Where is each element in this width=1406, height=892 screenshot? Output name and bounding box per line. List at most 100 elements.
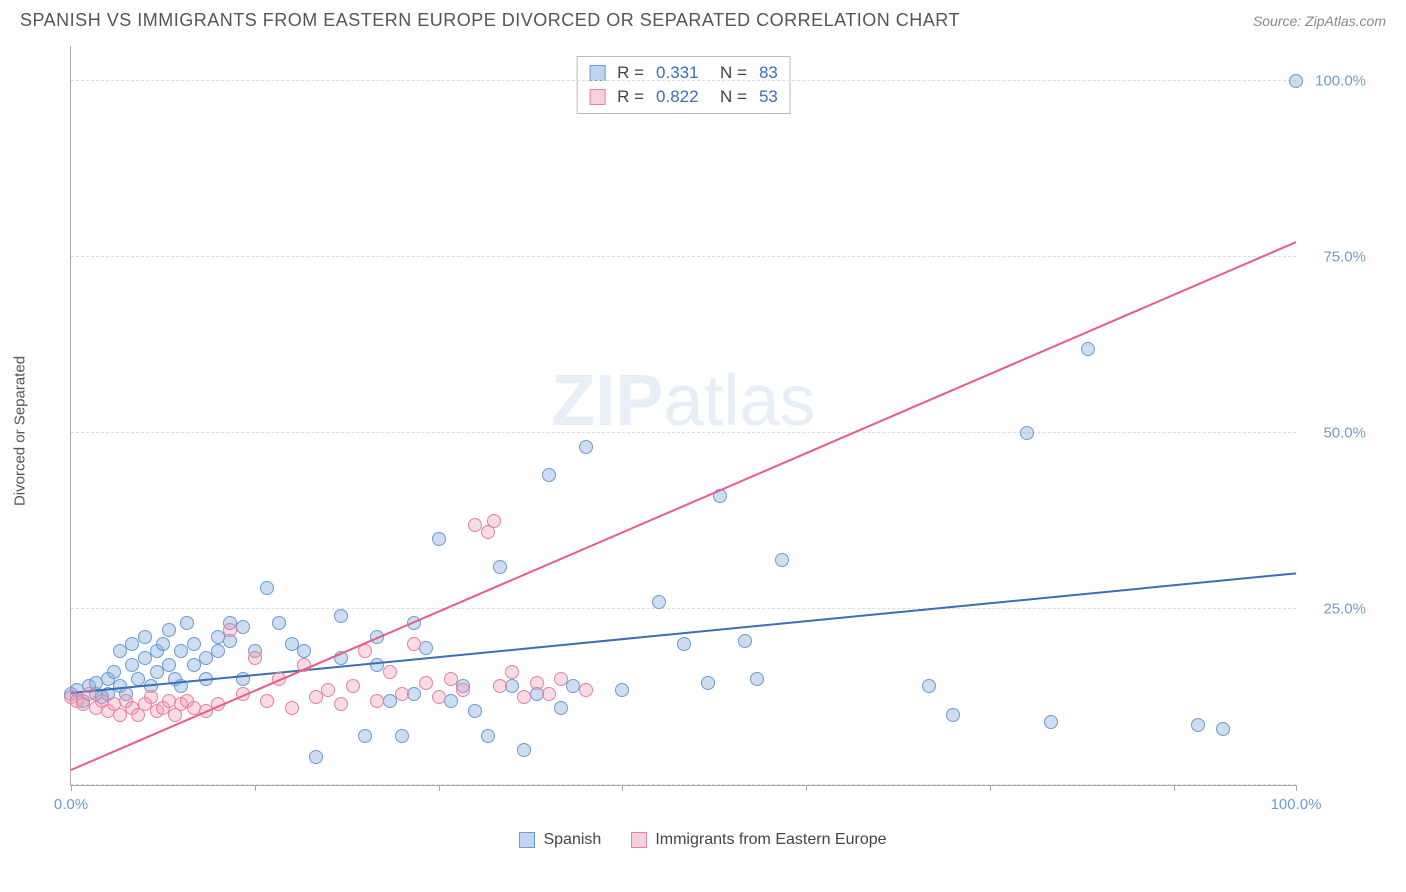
data-point <box>487 514 501 528</box>
data-point <box>542 468 556 482</box>
x-tick <box>806 785 807 791</box>
data-point <box>481 729 495 743</box>
data-point <box>652 595 666 609</box>
data-point <box>383 665 397 679</box>
legend-item: Immigrants from Eastern Europe <box>631 831 886 849</box>
data-point <box>542 687 556 701</box>
data-point <box>1191 718 1205 732</box>
legend-swatch <box>631 832 647 848</box>
gridline <box>71 432 1296 433</box>
legend-swatch <box>589 65 605 81</box>
legend-item: Spanish <box>519 831 601 849</box>
data-point <box>334 697 348 711</box>
y-tick-label: 100.0% <box>1315 73 1366 90</box>
data-point <box>248 651 262 665</box>
x-tick-label: 100.0% <box>1271 796 1322 813</box>
data-point <box>554 701 568 715</box>
data-point <box>432 690 446 704</box>
data-point <box>297 644 311 658</box>
y-tick-label: 25.0% <box>1323 601 1366 618</box>
data-point <box>738 634 752 648</box>
r-value: 0.822 <box>656 87 699 107</box>
data-point <box>144 690 158 704</box>
data-point <box>334 609 348 623</box>
x-tick <box>71 785 72 791</box>
data-point <box>775 553 789 567</box>
data-point <box>701 676 715 690</box>
data-point <box>407 637 421 651</box>
data-point <box>309 750 323 764</box>
x-tick <box>622 785 623 791</box>
legend-label: Immigrants from Eastern Europe <box>655 831 886 849</box>
data-point <box>444 694 458 708</box>
chart-title: SPANISH VS IMMIGRANTS FROM EASTERN EUROP… <box>20 10 960 31</box>
data-point <box>677 637 691 651</box>
data-point <box>1289 74 1303 88</box>
n-value: 53 <box>759 87 778 107</box>
data-point <box>395 729 409 743</box>
legend-swatch <box>519 832 535 848</box>
data-point <box>260 694 274 708</box>
x-tick <box>1174 785 1175 791</box>
trend-line <box>71 241 1297 771</box>
data-point <box>493 560 507 574</box>
chart-container: Divorced or Separated ZIPatlas R =0.331 … <box>50 36 1376 826</box>
data-point <box>922 679 936 693</box>
legend-label: Spanish <box>543 831 601 849</box>
x-tick-label: 0.0% <box>54 796 88 813</box>
data-point <box>162 623 176 637</box>
data-point <box>493 679 507 693</box>
source-label: Source: ZipAtlas.com <box>1253 13 1386 29</box>
stats-row: R =0.331 N =83 <box>589 61 778 85</box>
data-point <box>1020 426 1034 440</box>
header: SPANISH VS IMMIGRANTS FROM EASTERN EUROP… <box>0 0 1406 36</box>
data-point <box>358 729 372 743</box>
watermark-light: atlas <box>663 361 815 441</box>
data-point <box>517 690 531 704</box>
data-point <box>156 637 170 651</box>
data-point <box>1044 715 1058 729</box>
data-point <box>530 676 544 690</box>
data-point <box>107 665 121 679</box>
data-point <box>138 630 152 644</box>
data-point <box>505 679 519 693</box>
data-point <box>1081 342 1095 356</box>
data-point <box>615 683 629 697</box>
watermark-bold: ZIP <box>551 361 663 441</box>
data-point <box>419 676 433 690</box>
data-point <box>346 679 360 693</box>
data-point <box>236 620 250 634</box>
x-tick <box>990 785 991 791</box>
data-point <box>946 708 960 722</box>
data-point <box>579 440 593 454</box>
data-point <box>260 581 274 595</box>
data-point <box>407 687 421 701</box>
data-point <box>432 532 446 546</box>
data-point <box>579 683 593 697</box>
x-tick <box>255 785 256 791</box>
data-point <box>211 644 225 658</box>
gridline <box>71 608 1296 609</box>
n-label: N = <box>711 87 747 107</box>
gridline <box>71 80 1296 81</box>
data-point <box>750 672 764 686</box>
data-point <box>468 704 482 718</box>
y-axis-label: Divorced or Separated <box>12 356 29 506</box>
data-point <box>554 672 568 686</box>
watermark: ZIPatlas <box>551 360 815 442</box>
data-point <box>1216 722 1230 736</box>
bottom-legend: Spanish Immigrants from Eastern Europe <box>0 831 1406 849</box>
data-point <box>517 743 531 757</box>
data-point <box>223 623 237 637</box>
data-point <box>444 672 458 686</box>
data-point <box>187 637 201 651</box>
data-point <box>180 616 194 630</box>
data-point <box>456 683 470 697</box>
data-point <box>370 694 384 708</box>
trend-line <box>71 572 1296 694</box>
x-tick <box>439 785 440 791</box>
data-point <box>419 641 433 655</box>
r-label: R = <box>617 87 644 107</box>
data-point <box>162 658 176 672</box>
data-point <box>321 683 335 697</box>
